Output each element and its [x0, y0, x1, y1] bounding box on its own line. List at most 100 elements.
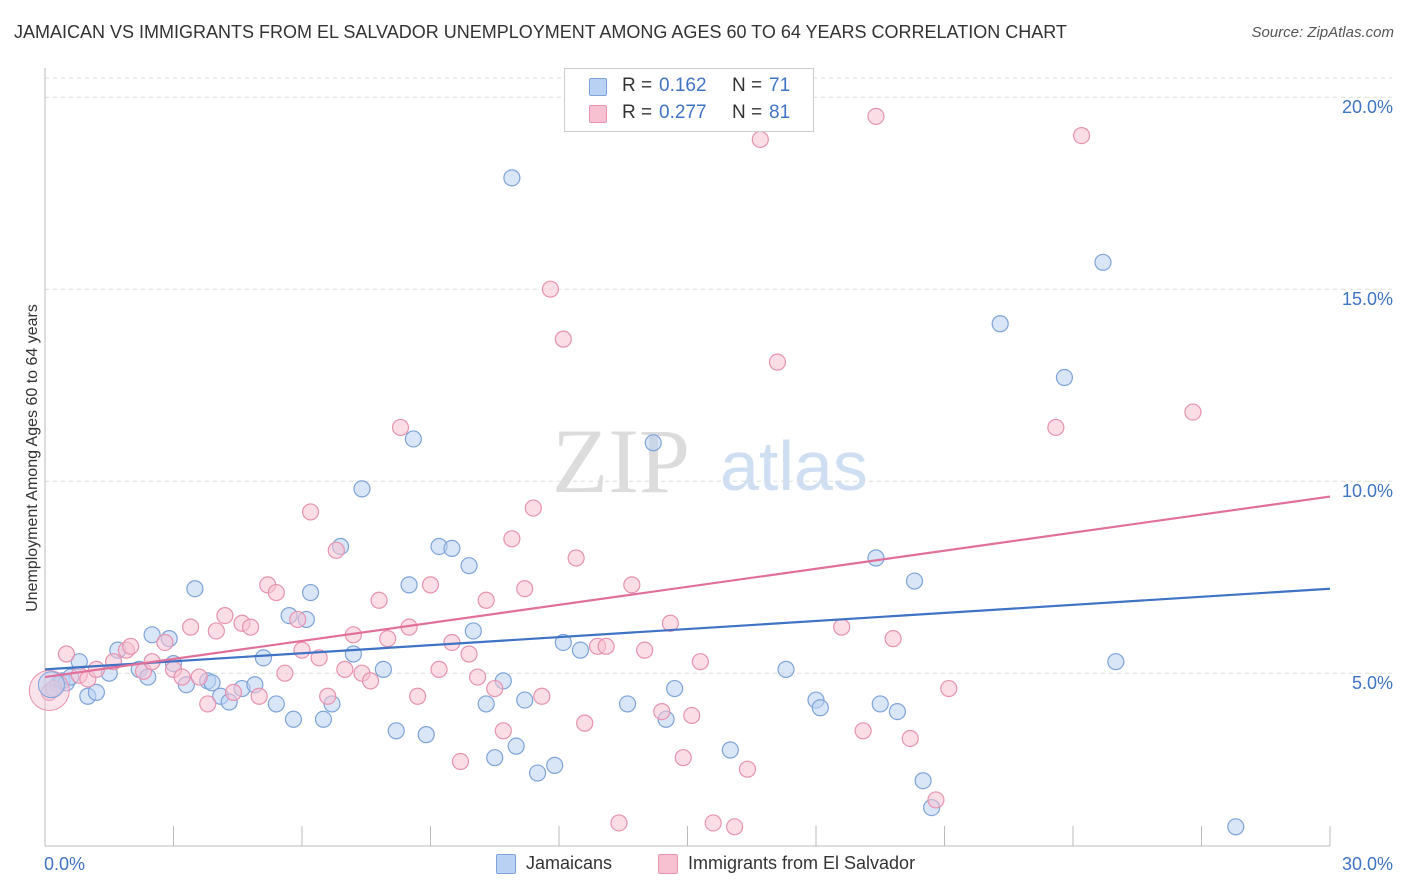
- watermark-zip: ZIP: [552, 410, 690, 512]
- jamaican-point: [1055, 368, 1074, 387]
- jamaican-point: [301, 583, 320, 602]
- el-salvador-point: [460, 645, 478, 663]
- jamaican-point: [1107, 653, 1125, 671]
- jamaican-trend-line: [44, 587, 1331, 671]
- legend-label-el-salvador: Immigrants from El Salvador: [688, 853, 916, 873]
- r-value: 0.162: [659, 75, 707, 96]
- source-label: Source: ZipAtlas.com: [1251, 24, 1394, 41]
- y-axis-label: Unemployment Among Ages 60 to 64 years: [24, 304, 41, 612]
- jamaican-point: [991, 315, 1009, 333]
- r-value: 0.277: [659, 102, 707, 123]
- jamaican-point: [254, 649, 273, 667]
- jamaican-point: [528, 764, 547, 782]
- el-salvador-point: [301, 503, 320, 521]
- jamaican-point: [87, 683, 106, 702]
- jamaican-point: [464, 622, 482, 640]
- el-salvador-point: [276, 664, 294, 682]
- el-salvador-point: [653, 702, 671, 721]
- y-tick-label: 15.0%: [1342, 289, 1393, 309]
- jamaican-point: [721, 741, 739, 759]
- el-salvador-point: [854, 722, 872, 740]
- legend-label-jamaicans: Jamaicans: [526, 853, 613, 873]
- jamaican-point: [353, 480, 371, 498]
- el-salvador-point: [533, 687, 551, 705]
- jamaican-point: [871, 695, 889, 713]
- jamaican-point: [644, 434, 662, 452]
- el-salvador-point: [361, 672, 380, 690]
- el-salvador-point: [216, 606, 234, 625]
- el-salvador-point: [421, 576, 440, 594]
- el-salvador-point: [554, 330, 572, 348]
- el-salvador-point: [738, 760, 757, 778]
- axes: [44, 68, 1331, 847]
- el-salvador-point: [541, 280, 560, 298]
- legend-item-jamaicans[interactable]: Jamaicans: [496, 852, 646, 876]
- legend-item-el-salvador[interactable]: Immigrants from El Salvador: [658, 852, 958, 876]
- jamaican-point: [867, 549, 885, 567]
- gridlines: [45, 77, 1392, 674]
- x-tick-label: 30.0%: [1342, 854, 1393, 874]
- jamaican-point: [387, 722, 405, 740]
- el-salvador-point: [242, 618, 260, 636]
- watermark: ZIP atlas: [552, 410, 868, 512]
- el-salvador-point: [267, 583, 285, 602]
- jamaican-point: [666, 679, 684, 698]
- el-salvador-trend-line: [44, 495, 1331, 679]
- el-salvador-point: [1047, 418, 1065, 437]
- el-salvador-point: [173, 668, 191, 686]
- el-salvador-point: [683, 706, 701, 725]
- legend-swatch-el-salvador: [658, 854, 678, 874]
- el-salvador-point: [867, 107, 885, 126]
- stats-swatch-jamaicans: [589, 78, 607, 96]
- legend-swatch-jamaicans: [496, 854, 516, 874]
- jamaican-point: [186, 580, 204, 598]
- el-salvador-point: [1184, 403, 1202, 421]
- el-salvador-point: [327, 541, 345, 559]
- el-salvador-point: [576, 714, 594, 732]
- el-salvador-point: [524, 499, 542, 517]
- jamaican-point: [507, 737, 525, 755]
- el-salvador-point: [901, 729, 919, 748]
- el-salvador-point: [310, 649, 328, 667]
- el-salvador-point: [409, 687, 427, 705]
- x-tick-label: 0.0%: [44, 854, 85, 874]
- el-salvador-point: [661, 614, 679, 632]
- el-salvador-point: [199, 695, 217, 713]
- jamaican-point: [443, 539, 461, 558]
- stats-row-jamaicans: R = 0.162 N = 71: [565, 74, 813, 100]
- el-salvador-point: [451, 752, 470, 771]
- jamaican-point: [486, 749, 504, 767]
- jamaican-point: [571, 641, 590, 659]
- el-salvador-point: [691, 653, 709, 671]
- el-salvador-point: [768, 353, 787, 371]
- el-salvador-point: [122, 637, 140, 655]
- jamaican-point: [503, 169, 521, 187]
- y-tick-label: 5.0%: [1352, 673, 1393, 693]
- el-salvador-point: [182, 618, 200, 636]
- el-salvador-point: [636, 641, 654, 659]
- el-salvador-point: [336, 660, 354, 678]
- jamaican-point: [460, 557, 478, 575]
- stats-row-el-salvador: R = 0.277 N = 81: [565, 101, 813, 127]
- el-salvador-point: [224, 683, 243, 702]
- el-salvador-point: [597, 637, 615, 655]
- el-salvador-point: [751, 130, 769, 149]
- jamaican-point: [1227, 818, 1245, 836]
- el-salvador-point: [379, 630, 397, 648]
- el-salvador-point: [391, 418, 410, 437]
- el-salvador-point: [477, 591, 495, 609]
- el-salvador-point: [516, 580, 534, 598]
- jamaican-point: [516, 691, 534, 709]
- el-salvador-point: [190, 668, 208, 686]
- el-salvador-point: [927, 791, 945, 809]
- el-salvador-point: [674, 749, 692, 767]
- jamaican-point: [314, 710, 333, 728]
- el-salvador-point: [726, 818, 744, 836]
- stats-box: R = 0.162 N = 71 R = 0.277 N = 81: [564, 68, 814, 132]
- jamaican-point: [777, 660, 795, 678]
- data-points: [28, 107, 1245, 836]
- el-salvador-point: [430, 660, 448, 678]
- el-salvador-point: [1072, 127, 1091, 145]
- n-value: 71: [769, 75, 791, 96]
